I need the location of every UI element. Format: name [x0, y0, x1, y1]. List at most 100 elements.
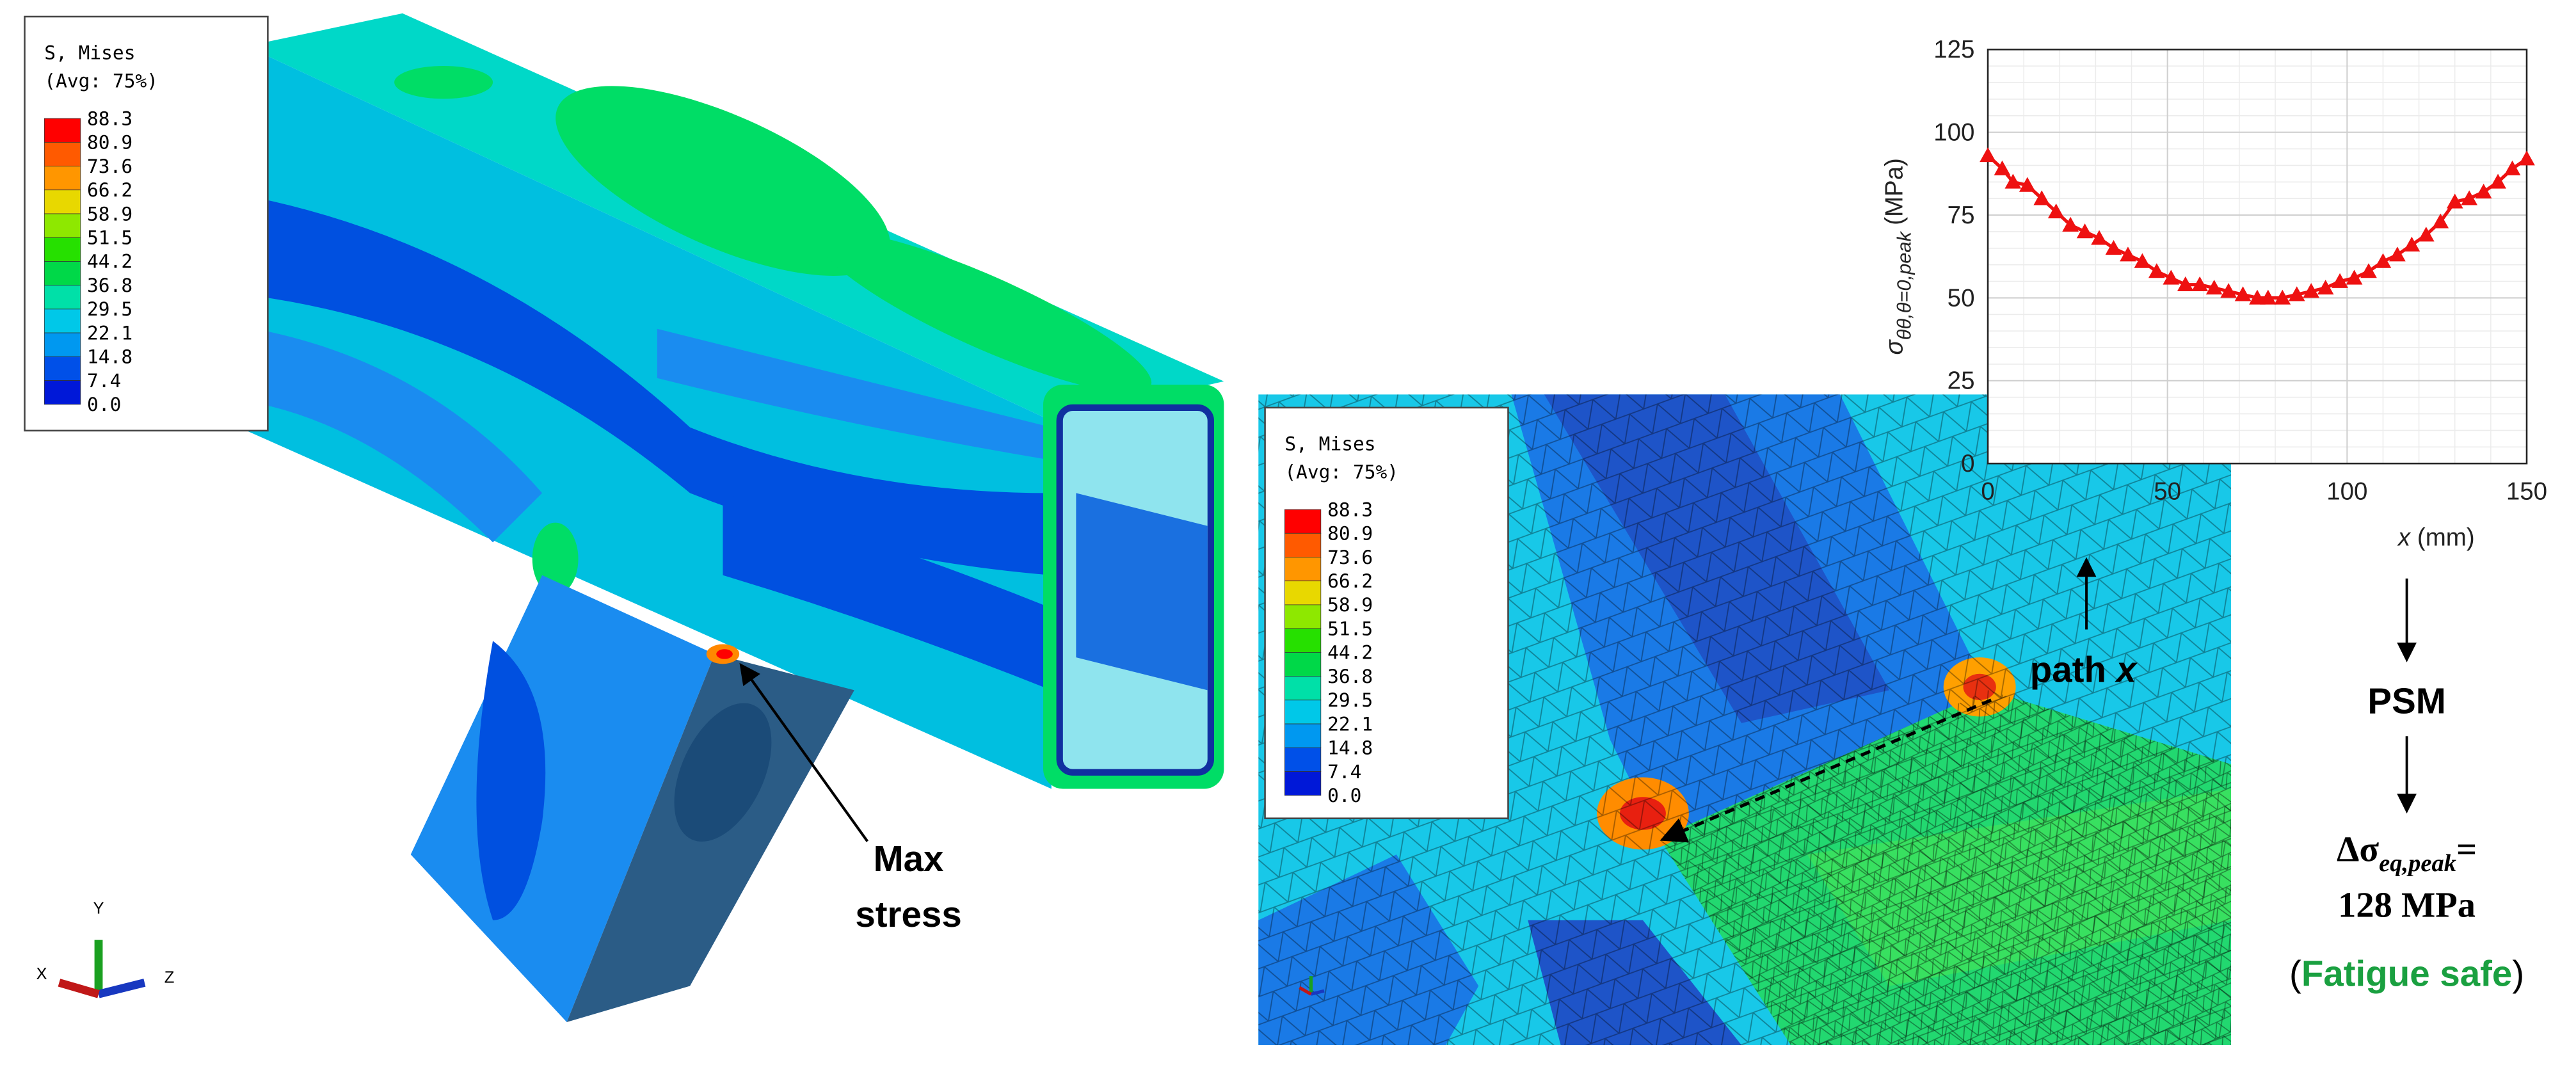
legend-level: 66.2	[1327, 570, 1373, 592]
legend-level: 22.1	[1327, 713, 1373, 735]
legend-title: S, Mises	[44, 42, 135, 64]
marker	[2120, 246, 2136, 262]
annotation: stress	[855, 894, 961, 934]
left-model	[246, 13, 1224, 1022]
legend-band	[44, 261, 81, 286]
triad-label: Y	[93, 900, 104, 918]
marker	[2105, 239, 2122, 255]
legend-band	[1284, 604, 1322, 629]
x-tick-label: 100	[2326, 478, 2367, 506]
legend-level: 51.5	[1327, 618, 1373, 639]
y-axis-unit: (MPa)	[1881, 158, 1908, 225]
marker	[2062, 216, 2079, 232]
legend-level: 22.1	[87, 322, 132, 344]
legend-level: 44.2	[87, 251, 132, 273]
contour-legend: S, Mises (Avg: 75%) 88.3 80.973.666.258.9…	[24, 15, 269, 432]
x-axis-label: x (mm)	[2397, 524, 2475, 552]
contour-legend: S, Mises (Avg: 75%) 88.3 80.973.666.258.9…	[1264, 406, 1509, 819]
legend-band	[1284, 509, 1322, 534]
marker	[2374, 253, 2392, 268]
marker	[1994, 160, 2011, 175]
y-axis-symbol: σ	[1881, 339, 1908, 355]
y-tick-label: 0	[1961, 450, 1974, 477]
legend-band	[44, 118, 81, 143]
legend-band	[44, 141, 81, 166]
legend-level: 14.8	[87, 346, 132, 368]
legend-level: 73.6	[87, 156, 132, 177]
marker	[2191, 276, 2209, 292]
y-tick-label: 100	[1933, 119, 1974, 147]
legend-level: 7.4	[1327, 761, 1361, 783]
legend-level: 88.3	[1327, 499, 1373, 520]
annotation-symbol: x	[2115, 650, 2138, 690]
marker	[2461, 190, 2478, 205]
legend-band	[44, 166, 81, 191]
marker	[2432, 213, 2449, 228]
legend-band	[1284, 676, 1322, 701]
x-tick-label: 0	[1981, 478, 1994, 506]
marker	[2033, 190, 2051, 205]
legend-band	[44, 189, 81, 214]
legend-level: 0.0	[1327, 785, 1361, 806]
legend-level: 0.0	[87, 394, 121, 415]
legend-level: 58.9	[87, 203, 132, 225]
marker	[2177, 276, 2194, 292]
triad-label: Z	[164, 968, 175, 986]
axis-triad: Y X Z	[36, 900, 1325, 998]
marker	[2288, 286, 2305, 301]
y-tick-label: 125	[1933, 36, 1974, 63]
y-axis-label: σθθ,θ=0,peak (MPa)	[1881, 158, 1916, 355]
legend-level: 58.9	[1327, 594, 1373, 616]
legend-band	[1284, 700, 1322, 725]
legend-band	[44, 237, 81, 262]
marker	[2403, 236, 2420, 252]
marker	[2417, 227, 2435, 242]
legend-band	[44, 285, 81, 310]
marker	[2360, 263, 2377, 278]
annotation-subscript: eq,peak	[2379, 850, 2456, 877]
x-axis-symbol: x	[2397, 524, 2412, 552]
annotation-verdict: Fatigue safe	[2301, 953, 2513, 993]
legend-level: 80.9	[87, 132, 132, 154]
annotation: path x	[2030, 650, 2138, 690]
x-tick-label: 50	[2154, 478, 2181, 506]
legend-level: 29.5	[1327, 689, 1373, 711]
plot-area	[1988, 49, 2527, 464]
x-tick-label: 150	[2506, 478, 2547, 506]
legend-band	[44, 332, 81, 357]
marker	[2249, 289, 2266, 305]
legend-band	[44, 308, 81, 333]
marker	[2303, 283, 2320, 298]
plot-frame	[1987, 49, 2528, 465]
triad-label: X	[36, 965, 47, 983]
marker	[2019, 177, 2036, 192]
marker	[2004, 173, 2022, 189]
y-tick-label: 25	[1948, 367, 1975, 395]
marker	[1980, 147, 1996, 163]
annotation: Max	[874, 838, 944, 879]
annotation-text: path	[2030, 650, 2106, 690]
marker	[2163, 269, 2180, 285]
legend-band	[1284, 652, 1322, 677]
marker	[2091, 230, 2108, 245]
legend-band	[44, 380, 81, 405]
marker	[2346, 269, 2363, 285]
legend-level: 44.2	[1327, 642, 1373, 664]
x-axis-unit: (mm)	[2417, 524, 2475, 552]
legend-subtitle: (Avg: 75%)	[44, 70, 158, 92]
annotation: (Fatigue safe)	[2289, 953, 2524, 993]
legend-band	[1284, 771, 1322, 796]
legend-level: 14.8	[1327, 737, 1373, 759]
y-tick-label: 50	[1948, 284, 1975, 312]
annotation-paren: (	[2289, 953, 2301, 993]
legend-subtitle: (Avg: 75%)	[1284, 461, 1398, 483]
marker	[2274, 289, 2291, 305]
marker	[2389, 246, 2406, 262]
marker	[2475, 184, 2492, 199]
marker	[2446, 193, 2463, 209]
marker	[2220, 283, 2237, 298]
marker	[2490, 173, 2506, 189]
marker	[2260, 289, 2276, 305]
